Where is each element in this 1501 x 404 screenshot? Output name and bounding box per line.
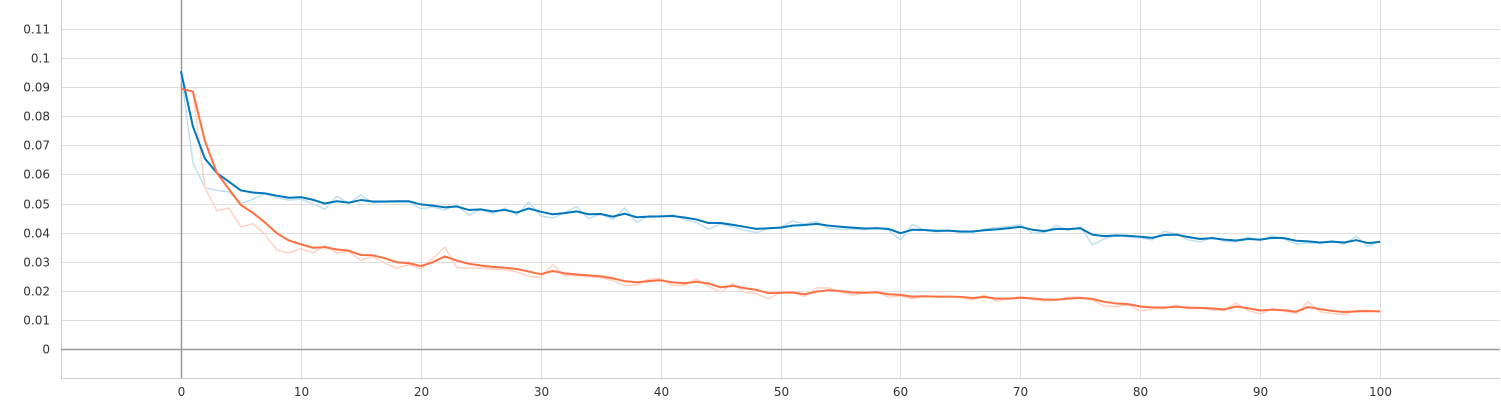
x-tick-label: 80 [1133,385,1148,399]
y-tick-label: 0.02 [23,285,50,299]
raw-series-lines [180,71,1381,316]
series-0-raw-line [180,71,1381,248]
x-tick-label: 30 [534,385,549,399]
x-tick-label: 100 [1369,385,1392,399]
series-1-smoothed-line [180,87,1381,313]
y-axis-tick-labels: 0 0.01 0.02 0.03 0.04 0.05 0.06 0.07 0.08 0.09 0.1… [23,23,50,357]
x-tick-label: 90 [1253,385,1268,399]
grid-lines [61,0,1500,378]
x-axis-tick-labels: 0 10 20 30 40 50 60 70 80 90 100 [178,385,1392,399]
y-tick-label: 0.03 [23,256,50,270]
axes [61,0,1500,379]
y-tick-label: 0 [42,343,50,357]
x-tick-label: 50 [774,385,789,399]
x-tick-label: 40 [654,385,669,399]
y-tick-label: 0.01 [23,314,50,328]
series-1-raw-line [180,87,1381,316]
smoothed-series-lines [179,71,1381,313]
x-tick-label: 0 [178,385,186,399]
y-tick-label: 0.07 [23,139,50,153]
x-tick-label: 10 [294,385,309,399]
series-0-smoothed-line [179,71,1381,245]
y-tick-label: 0.09 [23,81,50,95]
x-tick-label: 70 [1013,385,1028,399]
y-tick-label: 0.06 [23,168,50,182]
x-tick-label: 60 [893,385,908,399]
x-tick-label: 20 [414,385,429,399]
y-tick-label: 0.1 [31,52,50,66]
y-tick-label: 0.08 [23,110,50,124]
y-tick-label: 0.05 [23,198,50,212]
y-tick-label: 0.11 [23,23,50,37]
y-tick-label: 0.04 [23,227,50,241]
